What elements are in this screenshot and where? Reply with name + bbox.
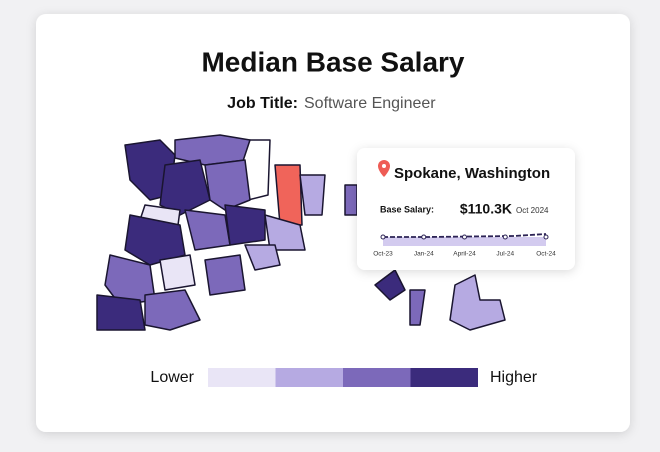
legend-bins xyxy=(208,368,478,387)
county xyxy=(96,294,146,331)
sparkline-point xyxy=(421,234,427,240)
county xyxy=(224,204,266,246)
metric-label: Base Salary: xyxy=(380,204,434,214)
county xyxy=(159,159,211,216)
sparkline-point xyxy=(380,234,386,240)
metric-value: $110.3K xyxy=(460,201,512,217)
sparkline-labels: Oct-23 Jan-24 April-24 Jul-24 Oct-24 xyxy=(373,234,556,258)
sparkline xyxy=(383,233,547,238)
card xyxy=(36,14,630,432)
sparkline-area xyxy=(383,237,546,246)
county xyxy=(244,244,281,271)
legend-bin xyxy=(208,368,276,387)
sparkline-point xyxy=(502,234,508,240)
county xyxy=(144,289,201,331)
legend-bin xyxy=(410,368,478,387)
sparkline-label: Jan-24 xyxy=(414,251,434,258)
county xyxy=(374,269,406,301)
county xyxy=(409,289,426,326)
county xyxy=(264,214,306,251)
sparkline-label: Jul-24 xyxy=(496,251,514,258)
county xyxy=(204,254,246,296)
pin-icon xyxy=(378,160,390,177)
county xyxy=(344,184,358,216)
county xyxy=(159,254,196,291)
subtitle-label: Job Title: xyxy=(227,95,298,112)
tooltip-location: Spokane, Washington xyxy=(394,165,550,182)
title: Median Base Salary xyxy=(201,46,464,77)
legend-high: Higher xyxy=(490,369,538,386)
pin-dot xyxy=(382,164,386,168)
sparkline-label: Oct-23 xyxy=(373,251,393,258)
metric-date: Oct 2024 xyxy=(516,206,549,215)
county xyxy=(449,274,506,331)
legend-low: Lower xyxy=(150,369,194,386)
legend: Lower Higher xyxy=(150,368,538,387)
county xyxy=(299,174,326,216)
sparkline-label: Oct-24 xyxy=(536,251,556,258)
legend-bin xyxy=(275,368,343,387)
sparkline-label: April-24 xyxy=(453,251,476,258)
tooltip: Spokane, Washington Base Salary: $110.3K… xyxy=(357,148,575,270)
sparkline-point xyxy=(462,234,467,240)
county xyxy=(204,159,251,211)
legend-bin xyxy=(343,368,411,387)
sparkline-point xyxy=(543,234,549,240)
selected-county xyxy=(274,164,303,226)
map xyxy=(96,134,506,331)
subtitle-value: Software Engineer xyxy=(304,95,436,112)
